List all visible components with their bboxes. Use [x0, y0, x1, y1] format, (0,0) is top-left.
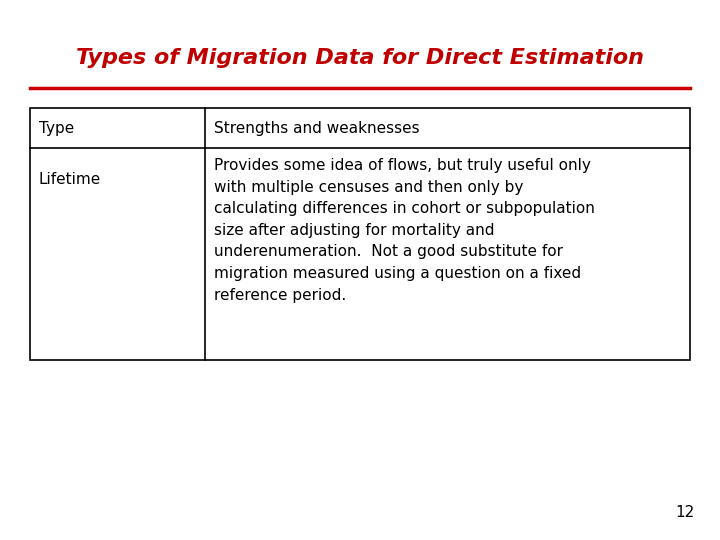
Bar — [30, 108, 690, 360]
Text: Provides some idea of flows, but truly useful only
with multiple censuses and th: Provides some idea of flows, but truly u… — [214, 158, 595, 302]
Text: Lifetime: Lifetime — [39, 172, 101, 187]
Text: 12: 12 — [676, 505, 695, 520]
Text: Types of Migration Data for Direct Estimation: Types of Migration Data for Direct Estim… — [76, 48, 644, 68]
Text: Type: Type — [39, 120, 74, 136]
Text: Strengths and weaknesses: Strengths and weaknesses — [214, 120, 419, 136]
